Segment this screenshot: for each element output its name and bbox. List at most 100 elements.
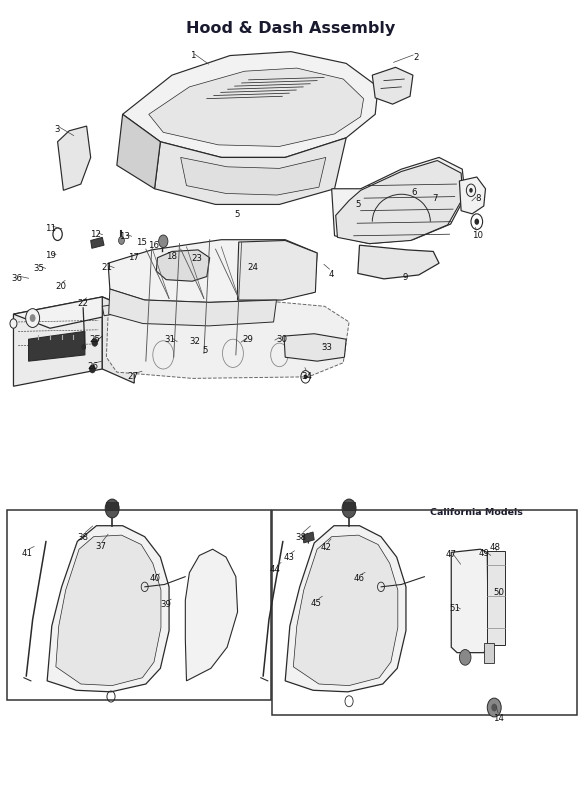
Circle shape [10, 319, 17, 328]
Text: 31: 31 [165, 335, 176, 345]
Circle shape [30, 314, 36, 322]
Polygon shape [332, 158, 465, 243]
Polygon shape [336, 161, 463, 243]
Text: 13: 13 [119, 232, 130, 241]
Bar [343, 502, 355, 510]
Polygon shape [91, 237, 104, 248]
Text: 10: 10 [473, 232, 484, 240]
Text: 14: 14 [494, 714, 505, 723]
Text: 33: 33 [321, 343, 332, 352]
Text: 44: 44 [270, 565, 281, 574]
Polygon shape [108, 239, 317, 302]
Text: 7: 7 [432, 194, 438, 203]
Text: 3: 3 [55, 125, 61, 133]
Polygon shape [56, 535, 161, 685]
Text: 32: 32 [189, 337, 200, 346]
Circle shape [159, 235, 168, 247]
Bar [487, 551, 505, 644]
Text: 48: 48 [489, 543, 501, 552]
Circle shape [474, 218, 479, 225]
Polygon shape [58, 126, 91, 190]
Circle shape [90, 365, 95, 373]
Text: 24: 24 [248, 264, 259, 272]
Text: 5: 5 [234, 210, 240, 219]
Text: 27: 27 [127, 372, 139, 382]
Circle shape [119, 236, 125, 244]
Text: 25: 25 [89, 334, 100, 344]
Text: 30: 30 [276, 334, 287, 344]
Text: 18: 18 [166, 252, 178, 261]
Polygon shape [459, 177, 485, 214]
Text: Hood & Dash Assembly: Hood & Dash Assembly [186, 20, 396, 35]
Polygon shape [149, 68, 364, 147]
Polygon shape [157, 250, 210, 281]
Text: 5: 5 [355, 200, 360, 209]
Circle shape [469, 188, 473, 192]
Text: 4: 4 [329, 270, 335, 279]
Text: 38: 38 [77, 533, 88, 542]
Text: 17: 17 [127, 254, 139, 262]
Text: 16: 16 [148, 241, 159, 250]
Text: 22: 22 [77, 299, 88, 309]
Text: 8: 8 [475, 194, 481, 203]
Text: 47: 47 [446, 550, 457, 559]
Circle shape [92, 338, 98, 346]
Polygon shape [284, 334, 346, 361]
Polygon shape [117, 115, 161, 188]
Polygon shape [13, 297, 102, 386]
Text: 6: 6 [411, 188, 417, 197]
Text: 1: 1 [190, 51, 195, 60]
Polygon shape [47, 526, 169, 692]
Text: 35: 35 [33, 265, 44, 273]
Polygon shape [185, 550, 237, 681]
Text: 43: 43 [283, 553, 294, 562]
Polygon shape [372, 68, 413, 104]
Polygon shape [102, 297, 134, 383]
Text: 38: 38 [296, 533, 306, 542]
Circle shape [487, 698, 501, 717]
Text: 12: 12 [90, 231, 101, 239]
Text: 11: 11 [45, 225, 55, 233]
Circle shape [491, 703, 497, 711]
Polygon shape [29, 331, 85, 361]
Text: 5: 5 [203, 345, 208, 355]
Polygon shape [109, 289, 276, 326]
Text: 50: 50 [494, 588, 505, 597]
Polygon shape [107, 300, 349, 378]
Text: 2: 2 [413, 53, 418, 61]
Polygon shape [102, 305, 114, 316]
Bar [272, 510, 577, 715]
Polygon shape [237, 240, 317, 300]
Text: 15: 15 [136, 238, 147, 246]
Circle shape [459, 649, 471, 665]
Text: 20: 20 [55, 283, 66, 291]
Text: California Models: California Models [430, 509, 523, 517]
Polygon shape [123, 52, 378, 158]
Text: 49: 49 [479, 550, 490, 558]
Text: 36: 36 [12, 275, 23, 283]
Polygon shape [180, 158, 326, 195]
Bar [107, 502, 118, 510]
Polygon shape [358, 245, 439, 279]
Polygon shape [155, 138, 346, 204]
Circle shape [81, 344, 86, 350]
Polygon shape [285, 526, 406, 692]
Polygon shape [13, 297, 134, 328]
Text: 51: 51 [449, 604, 460, 613]
Text: 9: 9 [402, 273, 407, 282]
Text: 45: 45 [311, 599, 322, 608]
Text: 42: 42 [321, 543, 332, 552]
Text: 19: 19 [45, 251, 55, 260]
Polygon shape [451, 550, 488, 652]
Text: 29: 29 [243, 335, 254, 345]
Polygon shape [303, 532, 314, 543]
Circle shape [304, 374, 307, 379]
Text: 41: 41 [22, 549, 33, 557]
Text: 26: 26 [87, 362, 98, 371]
Polygon shape [293, 535, 398, 685]
Bar [484, 643, 494, 663]
Circle shape [26, 309, 40, 327]
Text: 34: 34 [301, 371, 313, 381]
Text: 23: 23 [191, 254, 202, 263]
Text: 40: 40 [150, 575, 161, 583]
